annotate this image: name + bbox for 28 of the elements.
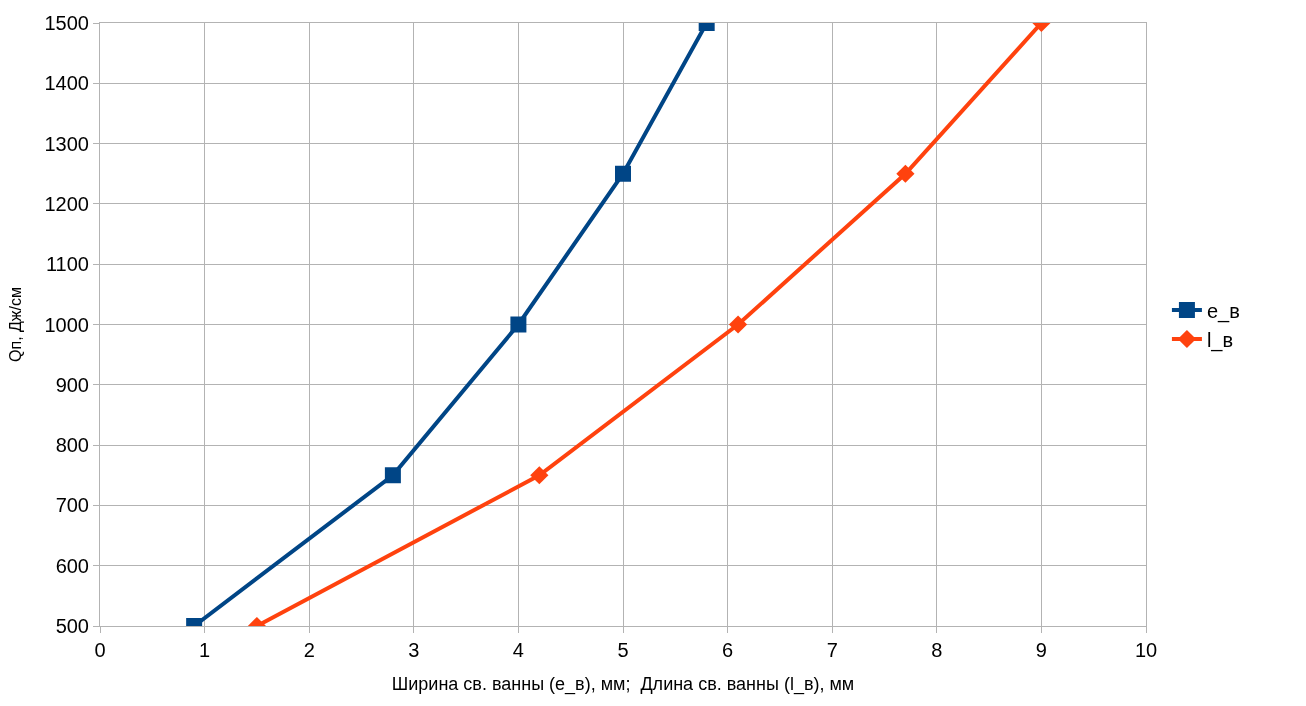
y-tick-label: 900 [55, 373, 89, 396]
y-tick-label: 1400 [44, 72, 89, 95]
x-tick-label: 6 [722, 639, 734, 661]
x-tick-label: 8 [931, 639, 943, 661]
x-tick-label: 0 [94, 639, 106, 661]
y-tick-label: 1200 [44, 192, 89, 215]
y-tick-label: 1500 [44, 12, 89, 34]
x-tick-label: 2 [303, 639, 315, 661]
legend-label: e_в [1206, 299, 1240, 323]
point [728, 315, 748, 334]
y-tick-label: 600 [55, 554, 89, 577]
x-tick-label: 5 [617, 639, 629, 661]
point [510, 316, 527, 333]
legend-label: l_в [1206, 328, 1234, 352]
y-tick-label: 800 [55, 434, 89, 457]
y-tick-label: 1300 [44, 132, 89, 155]
y-tick-label: 1000 [44, 313, 89, 336]
x-tick-label: 4 [512, 639, 524, 661]
y-tick-label: 1100 [45, 253, 89, 276]
x-tick-label: 9 [1035, 639, 1047, 661]
x-tick-label: 1 [199, 639, 211, 661]
x-axis-title: Ширина св. ванны (e_в), мм; Длина св. ванны (l_в), мм [391, 674, 855, 695]
y-tick-label: 500 [55, 615, 89, 637]
y-tick-label: 700 [55, 494, 89, 517]
y-axis-title: Qп, Дж/см [7, 287, 25, 362]
x-tick-label: 10 [1134, 639, 1158, 661]
x-tick-label: 3 [408, 639, 420, 661]
x-tick-label: 7 [826, 639, 838, 661]
